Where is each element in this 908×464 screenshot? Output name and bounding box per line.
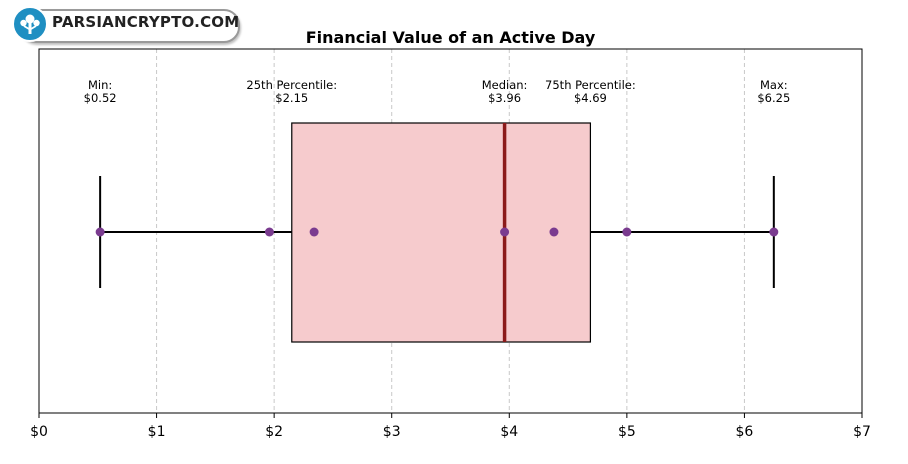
x-tick-label: $3 (383, 424, 401, 440)
annotation-value: $3.96 (488, 91, 521, 105)
plot-frame (38, 48, 863, 414)
annotation-label: Max: (760, 78, 788, 92)
annotation-label: Median: (482, 78, 528, 92)
data-point (622, 227, 632, 237)
x-tick-label: $4 (500, 424, 518, 440)
annotation-value: $2.15 (275, 91, 308, 105)
logo-text: PARSIANCRYPTO.COM (52, 13, 240, 31)
annotation-value: $0.52 (84, 91, 117, 105)
data-point (309, 227, 319, 237)
annotation-label: Min: (88, 78, 112, 92)
data-point (549, 227, 559, 237)
data-point (769, 227, 779, 237)
logo-badge (20, 9, 240, 43)
x-tick-label: $6 (736, 424, 754, 440)
iqr-box (291, 122, 592, 343)
x-tick-label: $2 (265, 424, 283, 440)
x-tick-label: $0 (30, 424, 48, 440)
data-point (95, 227, 105, 237)
data-point (264, 227, 274, 237)
annotation-label: 25th Percentile: (246, 78, 337, 92)
tree-icon (12, 6, 48, 42)
x-tick-label: $5 (618, 424, 636, 440)
annotation-label: 75th Percentile: (545, 78, 636, 92)
x-tick-label: $7 (853, 424, 871, 440)
annotation-value: $6.25 (757, 91, 790, 105)
annotation-value: $4.69 (574, 91, 607, 105)
parsiancrypto-logo: PARSIANCRYPTO.COM (12, 6, 240, 43)
data-point (500, 227, 510, 237)
x-tick-label: $1 (148, 424, 166, 440)
chart-title: Financial Value of an Active Day (306, 28, 596, 47)
